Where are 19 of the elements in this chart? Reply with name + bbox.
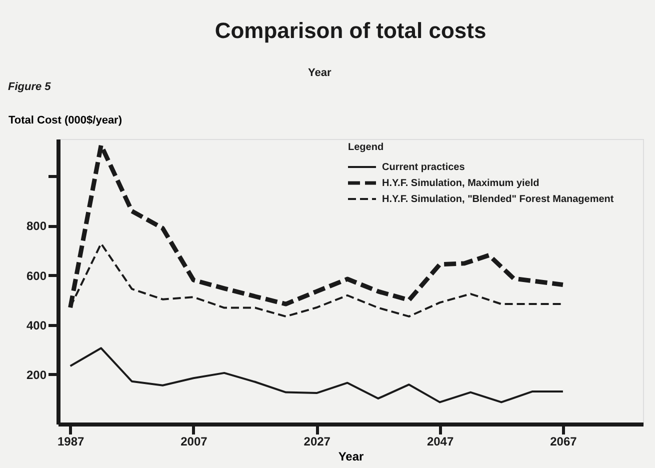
legend-label: H.Y.F. Simulation, "Blended" Forest Management [382, 194, 614, 205]
chart-title: Comparison of total costs [214, 18, 486, 43]
x-tick-label: 1987 [57, 434, 84, 448]
x-axis-title: Year [338, 450, 364, 464]
x-tick-label: 2067 [550, 434, 578, 448]
legend-title: Legend [348, 142, 384, 153]
y-tick-label: 200 [26, 368, 47, 382]
y-tick-label: 400 [26, 318, 47, 332]
x-tick-label: 2007 [180, 434, 208, 448]
legend-label: H.Y.F. Simulation, Maximum yield [382, 178, 540, 189]
y-axis-title: Total Cost (000$/year) [8, 114, 122, 126]
x-tick-label: 2047 [426, 434, 454, 448]
y-tick-label: 600 [26, 268, 47, 283]
caption: Figure 5 [8, 81, 52, 93]
text: Year [308, 67, 332, 79]
legend-label: Current practices [382, 162, 466, 173]
y-tick-label: 800 [26, 219, 47, 234]
line-series [69, 347, 564, 404]
x-tick-label: 2027 [304, 434, 331, 448]
